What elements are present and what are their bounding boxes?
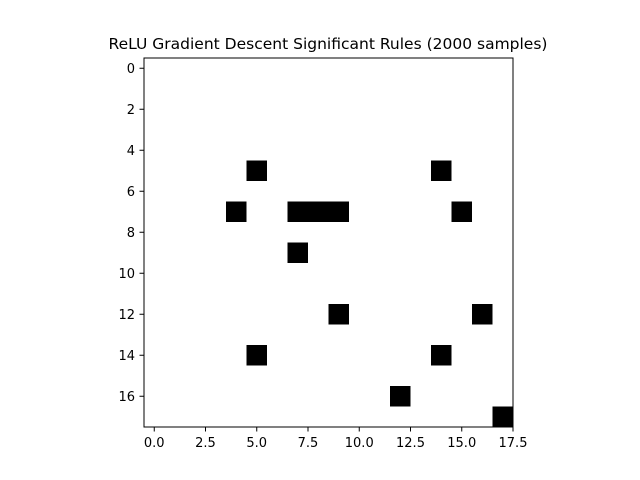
y-axis: 0 2 4 6 8 10 12 14 16 <box>118 62 144 405</box>
plot-frame <box>143 57 514 428</box>
plot-area <box>143 57 514 428</box>
x-tick-label: 12.5 <box>396 436 425 451</box>
y-tick-label: 12 <box>118 308 135 323</box>
y-tick-label: 8 <box>127 226 135 241</box>
x-tick-label: 7.5 <box>298 436 319 451</box>
heatmap-cell <box>451 201 472 222</box>
y-tick-label: 0 <box>127 62 135 77</box>
x-axis: 0.0 2.5 5.0 7.5 10.0 12.5 15.0 17.5 <box>144 427 528 451</box>
y-tick-label: 6 <box>127 185 135 200</box>
heatmap-cell <box>431 345 452 366</box>
heatmap-cell <box>431 160 452 181</box>
heatmap-cell <box>472 304 493 325</box>
x-tick-label: 15.0 <box>447 436 476 451</box>
heatmap-cell <box>287 242 308 263</box>
plot-background <box>144 58 513 427</box>
heatmap-cell <box>328 201 349 222</box>
heatmap-cell <box>246 160 267 181</box>
y-tick-label: 4 <box>127 144 135 159</box>
y-tick-label: 2 <box>127 103 135 118</box>
y-tick-label: 16 <box>118 390 135 405</box>
heatmap-cell <box>287 201 308 222</box>
heatmap-cell <box>308 201 329 222</box>
chart-title: ReLU Gradient Descent Significant Rules … <box>109 35 548 53</box>
y-tick-label: 14 <box>118 349 135 364</box>
x-tick-label: 5.0 <box>246 436 267 451</box>
heatmap-cell <box>390 386 411 407</box>
heatmap-cells <box>226 160 513 427</box>
heatmap-cell <box>246 345 267 366</box>
heatmap-cell <box>492 406 513 427</box>
x-tick-label: 17.5 <box>499 436 528 451</box>
heatmap-cell <box>226 201 247 222</box>
heatmap-cell <box>328 304 349 325</box>
x-tick-label: 0.0 <box>144 436 165 451</box>
y-tick-label: 10 <box>118 267 135 282</box>
x-tick-label: 10.0 <box>345 436 374 451</box>
x-tick-label: 2.5 <box>195 436 216 451</box>
